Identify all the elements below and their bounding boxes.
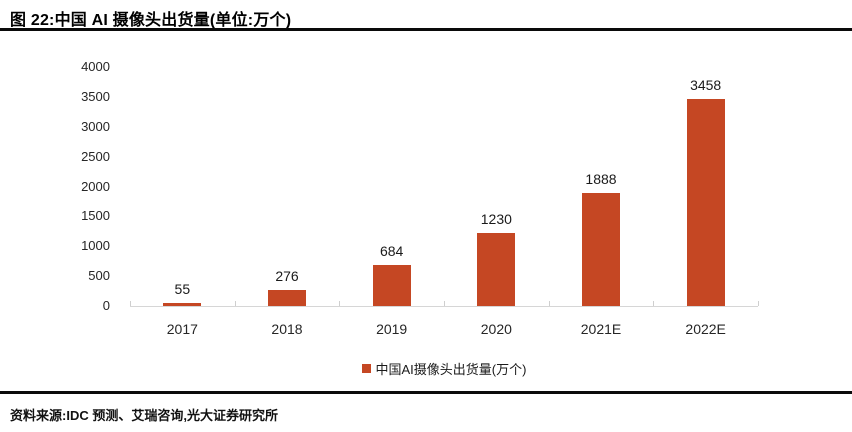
y-tick-label: 4000 <box>81 59 110 74</box>
y-tick-label: 3000 <box>81 118 110 134</box>
footer-divider <box>0 391 852 394</box>
bar <box>582 193 620 306</box>
bar-value-label: 3458 <box>690 77 722 94</box>
x-axis-tick <box>339 301 341 306</box>
x-axis-tick <box>653 301 655 306</box>
bar-value-label: 1230 <box>480 210 512 227</box>
x-axis-tick <box>444 301 445 306</box>
x-category-label: 2022E <box>685 321 726 337</box>
y-tick-label: 3500 <box>81 88 110 104</box>
bar-value-label: 276 <box>275 267 299 284</box>
figure-title: 图 22:中国 AI 摄像头出货量(单位:万个) <box>10 12 292 29</box>
legend-swatch-icon <box>361 363 371 373</box>
x-category-label: 2019 <box>376 321 408 337</box>
x-axis-tick <box>548 301 550 306</box>
x-axis-tick <box>758 301 759 306</box>
legend-label: 中国AI摄像头出货量(万个) <box>375 361 527 377</box>
x-category-label: 2017 <box>166 321 198 337</box>
x-axis-tick <box>234 301 236 306</box>
bar-value-label: 55 <box>174 280 191 297</box>
bar-value-label: 1888 <box>585 171 617 188</box>
x-category-label: 2020 <box>480 321 512 337</box>
bar <box>372 265 411 306</box>
x-axis-tick <box>130 301 131 306</box>
bar-value-label: 684 <box>379 243 404 260</box>
y-tick-label: 500 <box>88 268 110 284</box>
bar <box>686 99 725 306</box>
x-category-label: 2018 <box>271 321 303 337</box>
y-tick-label: 1500 <box>81 208 110 224</box>
y-tick-label: 2500 <box>81 148 110 164</box>
x-category-label: 2021E <box>580 321 622 337</box>
bar <box>163 302 202 306</box>
y-tick-label: 2000 <box>81 178 110 194</box>
x-axis-line <box>130 306 758 307</box>
source-note: 资料来源:IDC 预测、艾瑞咨询,光大证券研究所 <box>10 408 278 423</box>
bar <box>268 289 306 306</box>
bar <box>477 232 516 306</box>
title-divider <box>0 28 852 31</box>
y-tick-label: 0 <box>102 298 110 313</box>
chart-legend: 中国AI摄像头出货量(万个) <box>130 359 758 377</box>
y-tick-label: 1000 <box>81 238 110 254</box>
